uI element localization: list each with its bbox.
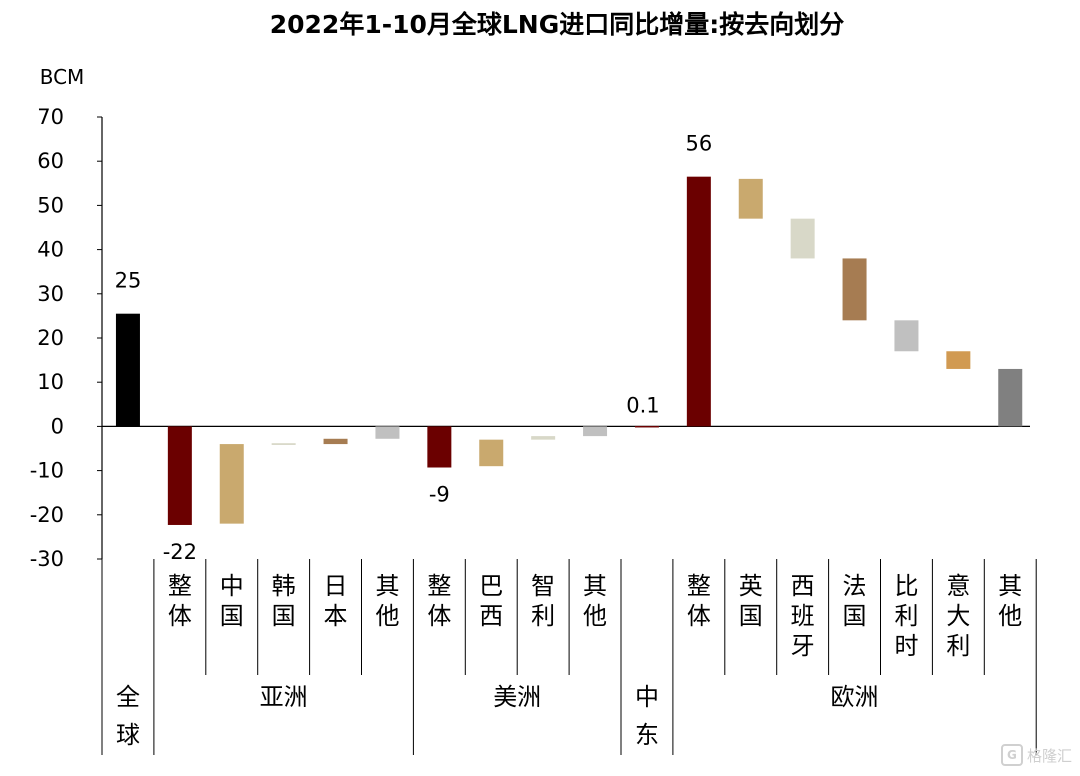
- category-label: 他: [998, 602, 1022, 630]
- category-label: 西: [479, 602, 503, 630]
- group-label: 亚洲: [260, 683, 308, 711]
- bar: [323, 438, 348, 445]
- category-label: 他: [583, 602, 607, 630]
- chart-title: 2022年1-10月全球LNG进口同比增量:按去向划分: [270, 10, 845, 39]
- group-label: 中: [635, 683, 659, 711]
- category-label: 韩: [272, 572, 296, 600]
- bar: [271, 443, 296, 445]
- category-label: 利: [531, 602, 555, 630]
- category-label: 体: [427, 602, 451, 630]
- data-label: -9: [429, 483, 450, 507]
- category-label: 国: [272, 602, 296, 630]
- y-tick-label: 30: [37, 282, 64, 306]
- category-label: 巴: [479, 572, 503, 600]
- category-label: 利: [894, 602, 918, 630]
- category-label: 中: [220, 572, 244, 600]
- y-tick-label: 40: [37, 238, 64, 262]
- category-label: 国: [843, 602, 867, 630]
- data-label: 56: [685, 132, 712, 156]
- bar: [790, 218, 815, 259]
- y-tick-label: 50: [37, 193, 64, 217]
- bar: [634, 425, 659, 428]
- data-label: 25: [115, 269, 142, 293]
- category-label: 体: [168, 602, 192, 630]
- bar: [738, 178, 763, 219]
- y-tick-label: 0: [51, 414, 64, 438]
- y-axis-label: BCM: [40, 65, 85, 89]
- category-label: 体: [687, 602, 711, 630]
- category-label: 本: [324, 602, 348, 630]
- bar: [998, 368, 1023, 427]
- bar: [946, 351, 971, 369]
- category-label: 英: [739, 572, 763, 600]
- group-label: 球: [116, 721, 140, 749]
- category-label: 他: [375, 602, 399, 630]
- y-tick-label: 20: [37, 326, 64, 350]
- category-label: 国: [220, 602, 244, 630]
- y-tick-label: 10: [37, 370, 64, 394]
- category-label: 利: [946, 632, 970, 660]
- y-tick-label: -30: [30, 547, 64, 571]
- category-label: 日: [324, 572, 348, 600]
- category-label: 其: [375, 572, 399, 600]
- bar: [894, 320, 919, 352]
- y-tick-label: 70: [37, 105, 64, 129]
- category-label: 整: [687, 572, 711, 600]
- category-label: 整: [168, 572, 192, 600]
- category-label: 法: [843, 572, 867, 600]
- category-label: 其: [583, 572, 607, 600]
- data-label: -22: [163, 540, 197, 564]
- y-tick-label: -20: [30, 503, 64, 527]
- category-label: 整: [427, 572, 451, 600]
- group-label: 欧洲: [831, 683, 879, 711]
- category-label: 牙: [791, 632, 815, 660]
- bar: [842, 258, 867, 321]
- category-label: 大: [946, 602, 970, 630]
- category-label: 国: [739, 602, 763, 630]
- bar: [479, 439, 504, 467]
- group-label: 东: [635, 721, 659, 749]
- axes: [97, 116, 1037, 755]
- y-tick-label: 60: [37, 149, 64, 173]
- category-label: 班: [791, 602, 815, 630]
- data-label: 0.1: [626, 393, 659, 417]
- category-label: 其: [998, 572, 1022, 600]
- bar: [219, 444, 244, 524]
- bar: [375, 426, 400, 439]
- watermark-logo-icon: G: [1000, 744, 1023, 766]
- bar: [583, 426, 608, 437]
- y-tick-label: -10: [30, 459, 64, 483]
- watermark: G 格隆汇: [1000, 744, 1072, 766]
- bar: [686, 176, 711, 427]
- category-label: 智: [531, 572, 555, 600]
- bars: [115, 176, 1023, 525]
- category-label: 意: [946, 572, 970, 600]
- category-label: 比: [894, 572, 918, 600]
- category-label: 西: [791, 572, 815, 600]
- group-label: 美洲: [493, 683, 541, 711]
- category-label: 时: [894, 632, 918, 660]
- bar: [115, 313, 140, 427]
- bar: [427, 426, 452, 468]
- group-label: 全: [116, 683, 140, 711]
- watermark-text: 格隆汇: [1026, 746, 1072, 765]
- labels: 706050403020100-10-20-3025整体-22中国韩国日本其他整…: [30, 105, 1023, 749]
- bar: [167, 426, 192, 525]
- bar: [531, 436, 556, 440]
